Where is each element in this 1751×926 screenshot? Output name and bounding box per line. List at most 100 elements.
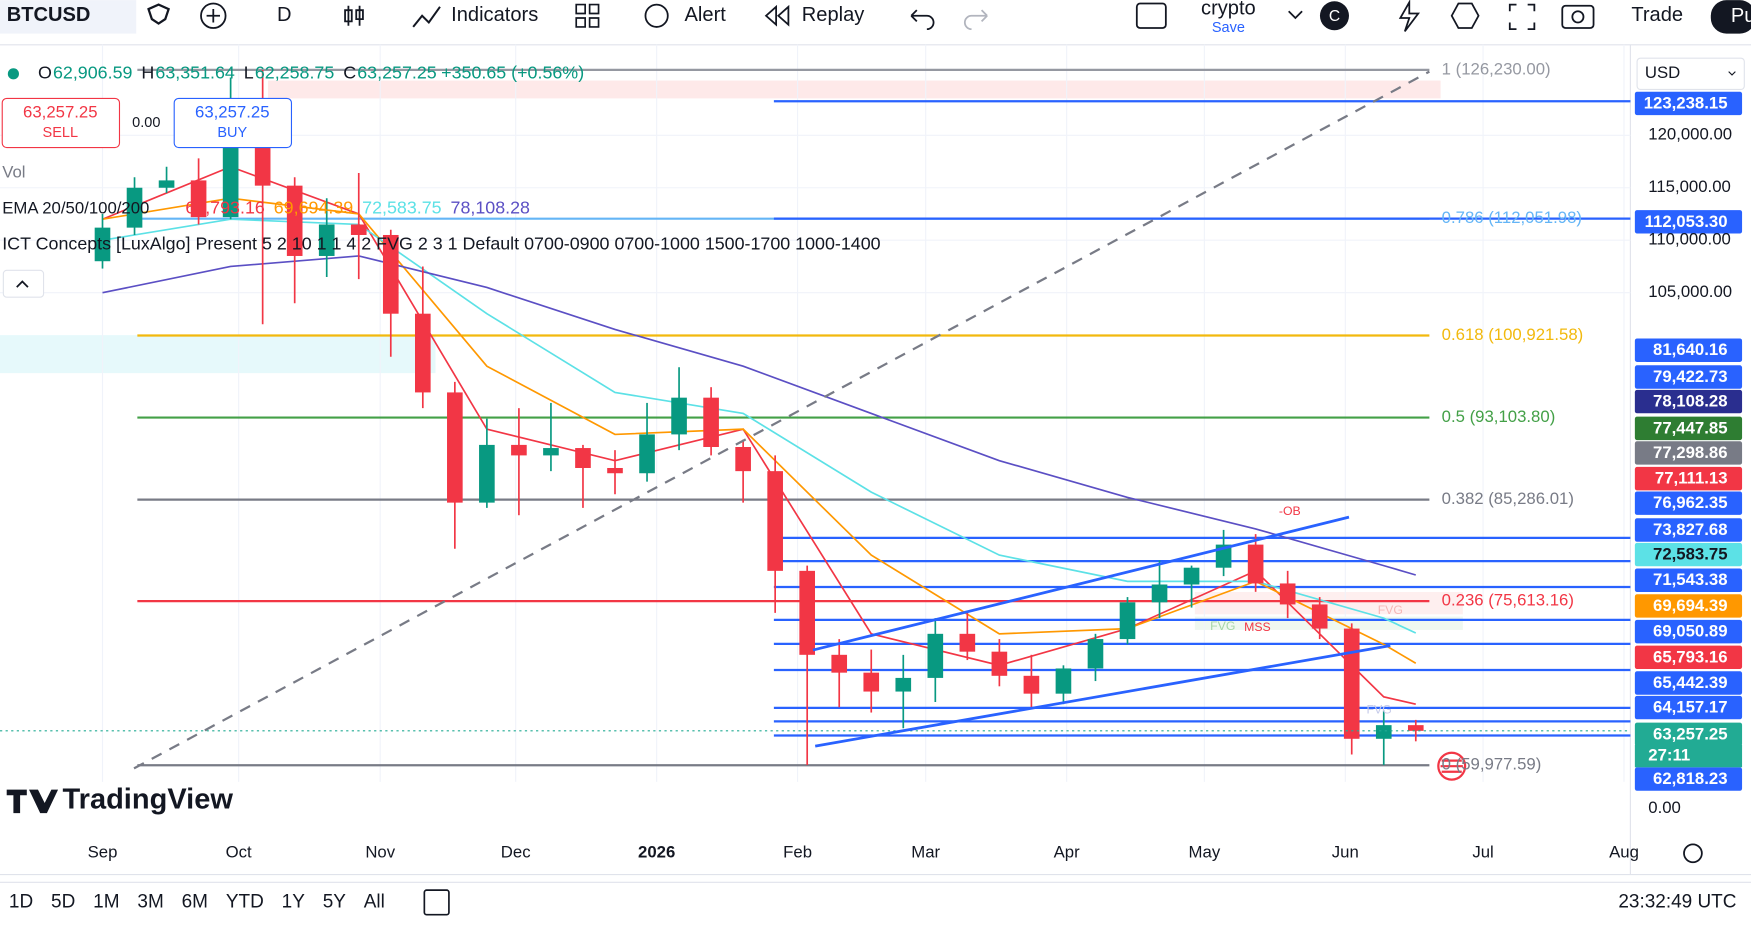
range-button[interactable]: 1M [93,891,119,912]
publish-button[interactable] [1710,0,1751,34]
price-tag-label: 77,447.85 [1653,418,1728,437]
candle-body [1343,628,1360,739]
price-tag [1634,466,1743,491]
indicators-icon[interactable] [412,6,441,28]
ohlc-change: +350.65 (+0.56%) [441,63,584,83]
annotation: MSS [1244,620,1271,634]
range-button[interactable]: 5D [51,891,75,912]
price-tag [1634,645,1743,670]
sell-button[interactable] [1,97,121,149]
quick-search-icon[interactable] [1398,0,1421,32]
x-tick-label: Jun [1332,843,1359,862]
currency-select[interactable] [1636,57,1745,91]
x-tick-label: Nov [365,843,395,862]
ema-value: 72,583.75 [362,198,442,218]
range-button[interactable]: 5Y [323,891,347,912]
volume-label: Vol [2,163,25,182]
fib-label: 0.5 (93,103.80) [1442,407,1556,426]
ohlc-value: 63,257.25 [357,63,437,83]
price-tag [1634,441,1743,465]
candle-body [1151,584,1168,603]
ohlc-value: 63,351.64 [155,63,235,83]
candle-body [1119,602,1136,640]
price-tag-label: 79,422.73 [1653,367,1728,386]
alert-button[interactable]: Alert [685,4,727,26]
range-button[interactable]: 1Y [282,891,306,912]
layout-icon[interactable] [1135,2,1167,29]
price-tag-label: 72,583.75 [1653,545,1728,564]
range-button[interactable]: 1D [9,891,33,912]
add-icon[interactable] [200,2,227,29]
x-tick-label: Oct [226,843,252,862]
x-tick-label: Apr [1054,843,1080,862]
go-to-date-icon[interactable] [423,889,450,916]
candle-body [1279,583,1296,605]
x-tick-label: 2026 [638,843,675,862]
trend-line [133,70,1430,770]
alert-icon[interactable] [644,3,669,28]
redo-icon[interactable] [963,9,988,31]
axis-settings-icon[interactable] [1683,843,1703,864]
candle-body [414,313,431,393]
ema-name: EMA 20/50/100/200 [2,198,149,217]
candle-body [350,224,367,235]
x-tick-label: Dec [501,843,531,862]
candle-body [1183,567,1200,585]
candle-body [158,180,175,188]
ohlc-key: L [244,63,254,83]
save-label[interactable]: Save [1212,20,1245,36]
candle-body [318,224,335,256]
annotation: FVG [1210,619,1235,633]
layout-name[interactable]: crypto [1201,0,1256,19]
collapse-icon [16,280,29,288]
trade-button[interactable]: Trade [1631,4,1683,26]
layout-menu-icon[interactable] [1288,10,1303,20]
fullscreen-icon[interactable] [1508,3,1536,31]
candle-body [703,397,719,447]
range-button[interactable]: YTD [226,891,264,912]
candle-body [927,633,944,678]
replay-button[interactable]: Replay [802,4,865,26]
ema-value: 69,694.39 [274,198,354,218]
templates-icon[interactable] [575,3,600,28]
price-tags: 123,238.15 112,053.30 81,640.16 79,422.73 78… [1437,91,1743,791]
currency[interactable]: USD [1645,63,1680,82]
ohlc-value: 62,258.75 [255,63,335,83]
interval[interactable]: D [277,4,292,26]
range-button[interactable]: All [364,891,385,912]
price-tag [1634,671,1743,695]
logo-mark [6,789,59,814]
candle-body [382,234,399,314]
plot-area [0,44,1631,782]
price-tag [1634,568,1743,592]
price-tag [1634,389,1743,414]
fib-label: 0.786 (112,051.98) [1442,208,1582,227]
buy-label: BUY [217,125,247,141]
price-tag-label: 77,111.13 [1655,469,1728,488]
symbol[interactable]: BTCUSD [7,4,91,26]
price-tag [1634,594,1743,618]
channel-line [812,515,1350,652]
snapshot-icon[interactable] [1561,4,1595,29]
indicators-button[interactable]: Indicators [451,4,538,26]
buy-button[interactable] [173,97,293,149]
price-tag-label: 112,053.30 [1645,212,1728,231]
symbol-box[interactable] [0,0,137,34]
ema-value: 65,793.16 [185,198,265,218]
y-tick-label: 120,000.00 [1648,125,1732,144]
chart-type-icon[interactable] [344,5,364,26]
price-tag-label: 64,157.17 [1653,698,1728,717]
candle-body [863,672,880,692]
undo-icon[interactable] [910,9,935,31]
range-button[interactable]: 6M [182,891,208,912]
watch-icon[interactable] [147,3,171,25]
ohlc-key: H [141,63,154,83]
settings-icon[interactable] [1450,2,1480,29]
replay-icon[interactable] [764,4,790,27]
range-button[interactable]: 3M [137,891,163,912]
price-tag [1634,619,1743,644]
avatar-letter: C [1329,8,1340,25]
avatar[interactable] [1319,1,1349,31]
